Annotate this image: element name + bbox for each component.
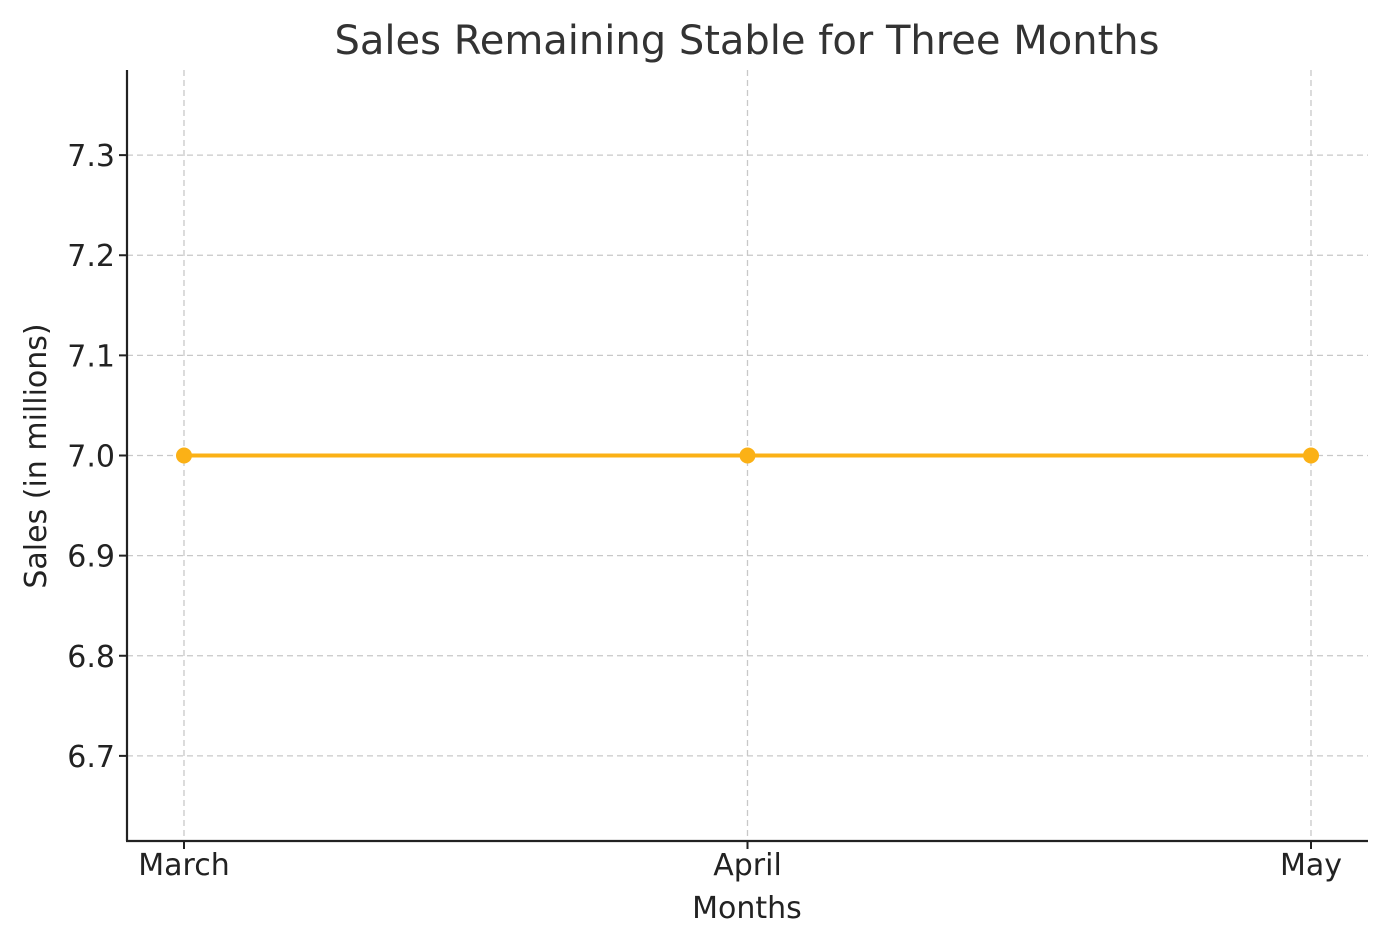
y-tick-label: 6.7 xyxy=(67,740,115,775)
chart-title: Sales Remaining Stable for Three Months xyxy=(335,18,1160,64)
x-axis-label: Months xyxy=(692,891,802,926)
series-layer xyxy=(176,447,1319,464)
y-tick-label: 7.2 xyxy=(67,239,115,274)
data-point xyxy=(739,447,756,464)
x-tick-label: March xyxy=(138,848,229,883)
y-tick-label: 7.1 xyxy=(67,339,115,374)
data-point xyxy=(176,447,192,464)
x-tick-label: April xyxy=(713,848,782,883)
data-point xyxy=(1303,447,1319,464)
x-tick-label: May xyxy=(1280,848,1342,883)
y-axis-label: Sales (in millions) xyxy=(19,323,54,588)
y-tick-label: 6.8 xyxy=(67,640,115,675)
y-tick-label: 7.3 xyxy=(67,139,115,174)
y-axis-ticks: 6.7 6.8 6.9 7.0 7.1 7.2 7.3 xyxy=(67,139,127,775)
x-axis-ticks: March April May xyxy=(138,841,1342,883)
y-tick-label: 6.9 xyxy=(67,540,115,575)
y-tick-label: 7.0 xyxy=(67,440,115,475)
